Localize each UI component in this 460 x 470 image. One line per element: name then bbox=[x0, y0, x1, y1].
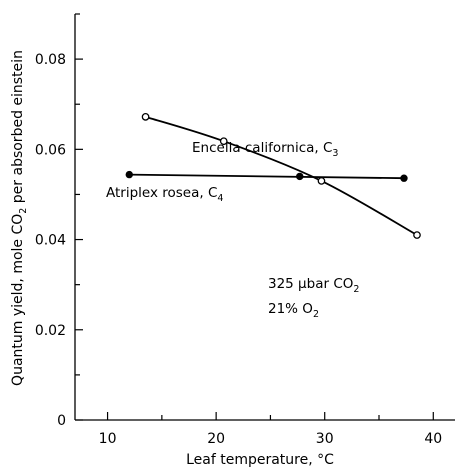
y-ticks: 0 0.02 0.04 0.06 0.08 bbox=[35, 13, 83, 429]
y-tick-label: 0.04 bbox=[35, 233, 66, 249]
x-tick-label: 10 bbox=[99, 431, 117, 447]
x-axis-label: Leaf temperature, °C bbox=[186, 452, 334, 468]
series-label-encelia-subscript: 3 bbox=[332, 148, 338, 159]
y-axis-label: Quantum yield, mole CO2 per absorbed ein… bbox=[10, 50, 29, 386]
data-point-filled bbox=[125, 170, 133, 179]
y-axis-label-text: Quantum yield, mole CO bbox=[10, 214, 26, 386]
series-atriplex bbox=[125, 170, 408, 182]
series-label-encelia: Encelia californica, C3 bbox=[192, 140, 338, 159]
data-point-filled bbox=[400, 174, 408, 182]
data-point-open bbox=[317, 177, 326, 185]
plot-axes bbox=[74, 14, 455, 421]
y-axis-label-subscript: 2 bbox=[18, 208, 29, 214]
annotation-o2-subscript: 2 bbox=[313, 309, 319, 320]
series-label-atriplex-text: Atriplex rosea, C bbox=[106, 185, 217, 201]
series-label-atriplex: Atriplex rosea, C4 bbox=[106, 185, 223, 204]
annotation-o2-text: 21% O bbox=[268, 301, 313, 317]
y-axis-label-text-end: per absorbed einstein bbox=[10, 50, 26, 208]
annotation-co2-subscript: 2 bbox=[353, 284, 359, 295]
series-label-atriplex-subscript: 4 bbox=[217, 193, 223, 204]
series-line bbox=[145, 115, 418, 236]
annotation-co2: 325 µbar CO2 bbox=[268, 276, 359, 295]
data-point-filled bbox=[296, 172, 304, 181]
y-tick-label: 0.06 bbox=[35, 142, 66, 158]
y-tick-label: 0.08 bbox=[35, 52, 66, 68]
annotation-co2-text: 325 µbar CO bbox=[268, 276, 353, 292]
x-tick-label: 40 bbox=[424, 431, 442, 447]
data-point-open bbox=[219, 137, 228, 146]
x-tick-label: 30 bbox=[316, 431, 334, 447]
y-tick-label: 0 bbox=[57, 413, 66, 429]
x-tick-label: 20 bbox=[207, 431, 225, 447]
annotation-o2: 21% O2 bbox=[268, 301, 319, 320]
data-point-open bbox=[141, 113, 150, 121]
series-line bbox=[129, 173, 404, 180]
x-ticks: 10 20 30 40 bbox=[99, 412, 442, 447]
data-point-open bbox=[413, 231, 421, 239]
series-label-encelia-text: Encelia californica, C bbox=[192, 140, 332, 156]
y-tick-label: 0.02 bbox=[35, 323, 66, 339]
